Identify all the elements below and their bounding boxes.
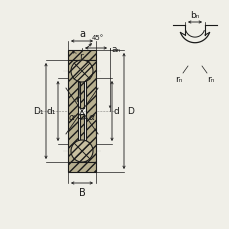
Text: bₙ: bₙ [189,11,199,20]
Bar [68,162,95,172]
Text: aₙ: aₙ [112,44,121,53]
Text: B: B [78,187,85,197]
Circle shape [71,140,93,162]
Text: rₙ: rₙ [174,75,182,84]
Bar [68,61,78,162]
Text: d₁: d₁ [46,107,56,116]
Text: a: a [79,29,85,39]
Bar [86,61,95,162]
Text: α: α [89,112,95,121]
Text: r: r [79,52,82,61]
Text: α: α [69,112,75,121]
Circle shape [71,61,93,83]
Bar [80,79,84,109]
Text: rₙ: rₙ [206,75,214,84]
Text: d: d [114,107,119,116]
Bar [80,114,84,144]
Text: r: r [75,95,79,104]
Text: D₁: D₁ [33,107,44,116]
Bar [80,109,83,114]
Text: D: D [126,107,133,116]
Bar [68,51,95,61]
Text: 45°: 45° [92,35,104,41]
